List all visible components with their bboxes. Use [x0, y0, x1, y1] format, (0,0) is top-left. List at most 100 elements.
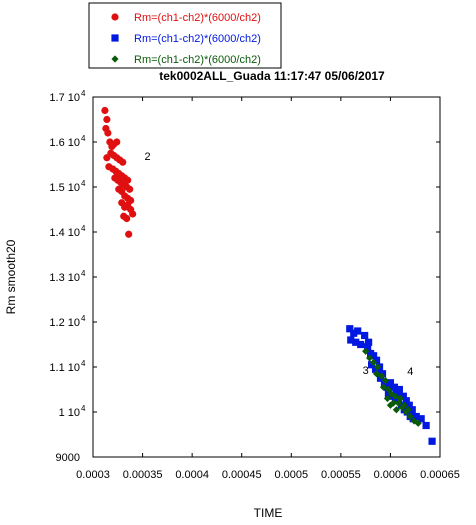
data-point — [381, 376, 390, 385]
data-point — [105, 163, 113, 171]
y-tick-label: 1.6 10 — [49, 137, 80, 149]
x-tick-label: 0.0005 — [274, 469, 308, 481]
data-point — [390, 383, 398, 391]
y-tick-label: 9000 — [56, 452, 80, 464]
data-point — [369, 352, 378, 360]
data-point — [362, 347, 370, 355]
x-tick-label: 0.00055 — [321, 469, 361, 481]
legend-marker-2 — [111, 34, 119, 42]
y-tick-label: 1.2 10 — [49, 317, 80, 329]
chart-title: tek0002ALL_Guada 11:17:47 05/06/2017 — [159, 69, 385, 83]
data-points — [101, 106, 436, 445]
data-point — [406, 412, 414, 421]
data-point — [352, 338, 360, 346]
data-point — [384, 385, 393, 394]
legend-label-2: Rm=(ch1-ch2)*(6000/ch2) — [134, 33, 261, 45]
data-point — [126, 185, 134, 193]
y-tick-exponent: 4 — [81, 89, 86, 98]
data-point — [129, 210, 137, 218]
data-point — [354, 327, 362, 335]
annotation-label: 4 — [407, 366, 413, 378]
x-axis-label: TIME — [254, 506, 283, 520]
data-point — [101, 106, 109, 115]
y-tick-exponent: 4 — [81, 314, 86, 323]
y-tick-exponent: 4 — [81, 224, 86, 233]
x-tick-label: 0.0006 — [374, 469, 408, 481]
data-point — [125, 230, 133, 238]
data-point — [408, 406, 416, 414]
data-point — [428, 437, 436, 445]
legend-marker-1 — [111, 13, 119, 21]
data-point — [372, 356, 381, 364]
x-tick-label: 0.00035 — [123, 469, 163, 481]
series-1 — [101, 106, 137, 238]
y-tick-exponent: 4 — [81, 179, 86, 188]
data-point — [402, 397, 410, 405]
data-point — [113, 138, 121, 146]
data-point — [391, 392, 399, 400]
y-axis-label: Rm smooth20 — [4, 239, 18, 314]
legend-box — [88, 2, 282, 69]
data-point — [103, 154, 111, 162]
annotation-label: 2 — [145, 151, 151, 163]
data-point — [367, 361, 376, 369]
data-point — [405, 401, 413, 409]
data-point — [414, 419, 422, 427]
data-point — [350, 329, 358, 337]
data-point — [373, 363, 382, 371]
data-point — [369, 358, 378, 367]
data-point — [366, 354, 374, 362]
data-point — [395, 385, 403, 394]
data-point — [372, 370, 381, 378]
y-axis: 1.7 10 41.6 10 41.5 10 41.4 10 41.3 10 41.2 1… — [49, 89, 440, 464]
y-tick-label: 1.5 10 — [49, 182, 80, 194]
y-tick-exponent: 4 — [81, 134, 86, 143]
data-point — [386, 401, 395, 409]
x-tick-label: 0.00065 — [420, 469, 460, 481]
data-point — [119, 158, 127, 166]
x-axis: 0.0003 0.00035 0.0004 0.00045 0.0005 0.00055 0… — [76, 97, 460, 481]
data-point — [412, 412, 420, 421]
data-point — [383, 394, 392, 403]
data-point — [361, 331, 369, 340]
data-point — [422, 421, 430, 430]
x-tick-label: 0.0004 — [175, 469, 209, 481]
data-point — [396, 394, 404, 403]
y-tick-label: 1.7 10 — [49, 92, 80, 104]
data-point — [347, 336, 355, 344]
data-point — [103, 115, 111, 124]
x-tick-label: 0.0003 — [76, 469, 110, 481]
y-tick-exponent: 4 — [81, 359, 86, 368]
y-tick-label: 1.4 10 — [49, 227, 80, 239]
legend-label-3: Rm=(ch1-ch2)*(6000/ch2) — [134, 54, 261, 66]
data-point — [386, 379, 395, 387]
legend-label-1: Rm=(ch1-ch2)*(6000/ch2) — [134, 12, 261, 24]
legend-marker-3 — [111, 55, 119, 63]
y-tick-exponent: 4 — [81, 269, 86, 278]
data-point — [392, 406, 400, 414]
data-point — [123, 214, 131, 223]
data-point — [346, 325, 354, 333]
data-point — [399, 392, 407, 400]
x-tick-label: 0.00045 — [222, 469, 262, 481]
y-tick-exponent: 4 — [81, 404, 86, 413]
data-point — [379, 383, 388, 391]
data-point — [357, 340, 365, 349]
data-point — [104, 129, 112, 137]
data-point — [377, 372, 386, 380]
data-point — [365, 338, 373, 346]
data-point — [417, 415, 425, 423]
y-tick-label: 1.1 10 — [49, 362, 80, 374]
y-tick-label: 1 10 — [59, 407, 80, 419]
legend: Rm=(ch1-ch2)*(6000/ch2) Rm=(ch1-ch2)*(600… — [88, 2, 282, 69]
data-point — [371, 365, 380, 373]
annotations: 2 3 4 — [145, 151, 414, 378]
data-point — [404, 406, 412, 414]
series-3 — [362, 347, 422, 427]
data-point — [364, 343, 372, 351]
annotation-label: 3 — [363, 365, 369, 377]
y-tick-label: 1.3 10 — [49, 272, 80, 284]
data-point — [400, 401, 408, 409]
